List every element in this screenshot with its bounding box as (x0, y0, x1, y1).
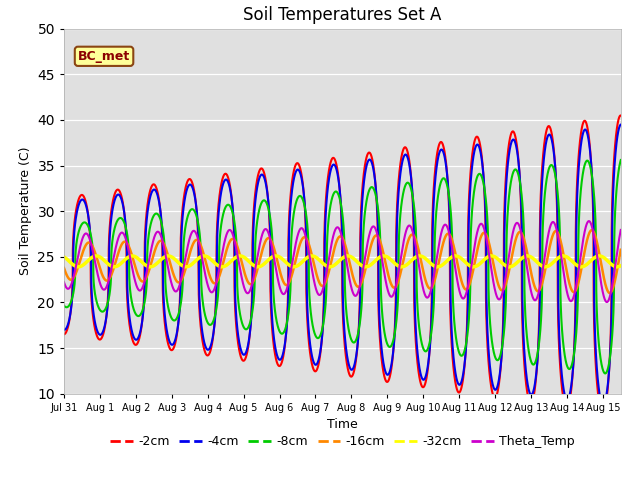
Line: -2cm: -2cm (64, 116, 621, 414)
-16cm (262, 238, 269, 244)
-32cm (434, 264, 442, 270)
Theta_Temp (502, 269, 510, 275)
-16cm (390, 285, 397, 290)
-16cm (606, 290, 614, 296)
Theta_Temp (88, 245, 96, 251)
-4cm (617, 122, 625, 128)
-2cm (473, 134, 481, 140)
-8cm (390, 337, 397, 343)
-2cm (88, 303, 96, 309)
-32cm (617, 263, 625, 269)
-16cm (502, 279, 510, 285)
Theta_Temp (585, 218, 593, 224)
Line: -32cm: -32cm (64, 256, 621, 267)
-32cm (503, 264, 511, 269)
-16cm (617, 247, 625, 252)
Theta_Temp (390, 291, 397, 297)
-32cm (414, 253, 422, 259)
-16cm (88, 242, 96, 248)
-32cm (262, 260, 269, 265)
-16cm (60, 265, 68, 271)
-8cm (262, 198, 269, 204)
Theta_Temp (60, 279, 68, 285)
-2cm (414, 362, 422, 368)
Line: -16cm: -16cm (64, 230, 621, 293)
-2cm (390, 347, 397, 352)
-4cm (60, 327, 68, 333)
Line: -4cm: -4cm (64, 125, 621, 405)
-4cm (88, 295, 96, 300)
-4cm (262, 180, 269, 185)
-16cm (414, 243, 422, 249)
-2cm (502, 165, 510, 171)
-32cm (60, 254, 68, 260)
Title: Soil Temperatures Set A: Soil Temperatures Set A (243, 6, 442, 24)
-4cm (390, 346, 397, 352)
-8cm (473, 175, 481, 181)
Line: Theta_Temp: Theta_Temp (64, 221, 621, 302)
-2cm (617, 113, 625, 119)
X-axis label: Time: Time (327, 418, 358, 431)
-8cm (60, 303, 68, 309)
-8cm (617, 157, 625, 163)
-32cm (452, 253, 460, 259)
-8cm (602, 371, 609, 376)
-8cm (88, 239, 96, 245)
Line: -8cm: -8cm (64, 160, 621, 373)
-4cm (473, 142, 481, 148)
Y-axis label: Soil Temperature (C): Soil Temperature (C) (19, 147, 32, 276)
-8cm (414, 309, 422, 314)
Text: BC_met: BC_met (78, 50, 130, 63)
Theta_Temp (603, 299, 611, 305)
-2cm (262, 177, 269, 182)
Theta_Temp (414, 255, 422, 261)
-2cm (599, 411, 607, 417)
-32cm (88, 254, 96, 260)
-4cm (502, 177, 510, 183)
-32cm (390, 259, 397, 265)
Theta_Temp (473, 231, 481, 237)
-4cm (599, 402, 607, 408)
-16cm (473, 250, 481, 255)
Theta_Temp (617, 227, 625, 233)
Legend: -2cm, -4cm, -8cm, -16cm, -32cm, Theta_Temp: -2cm, -4cm, -8cm, -16cm, -32cm, Theta_Te… (106, 430, 579, 453)
-16cm (588, 227, 596, 233)
-4cm (414, 352, 422, 358)
-2cm (60, 331, 68, 337)
-8cm (502, 240, 510, 246)
Theta_Temp (262, 226, 269, 232)
-2cm (617, 113, 625, 119)
-32cm (473, 263, 481, 269)
